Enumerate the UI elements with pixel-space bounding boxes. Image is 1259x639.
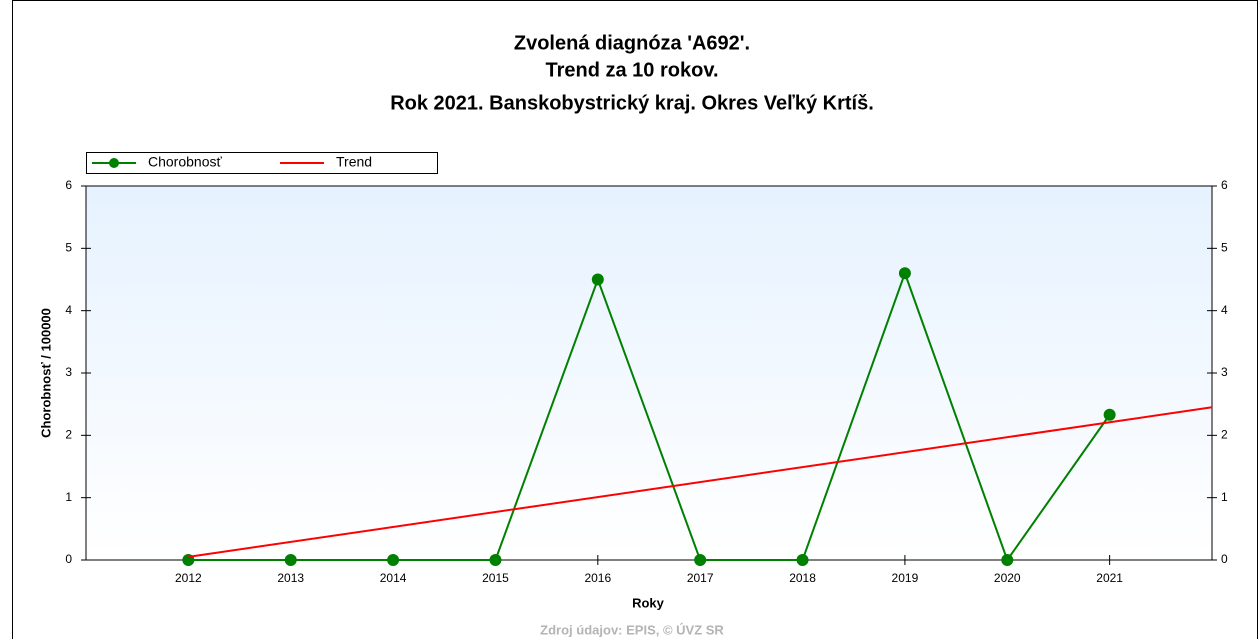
y2-tick-label: 6 <box>1221 178 1228 192</box>
x-tick-label: 2021 <box>1096 571 1123 585</box>
x-tick-label: 2018 <box>789 571 816 585</box>
data-point <box>387 554 400 566</box>
y-tick-label: 0 <box>65 552 72 566</box>
y2-tick-label: 2 <box>1221 428 1228 442</box>
x-tick-label: 2014 <box>380 571 407 585</box>
y2-tick-label: 5 <box>1221 241 1228 255</box>
series-line <box>188 406 1213 558</box>
data-point <box>1103 408 1116 421</box>
x-tick-label: 2017 <box>687 571 714 585</box>
x-tick-label: 2015 <box>482 571 509 585</box>
x-tick-label: 2016 <box>584 571 611 585</box>
data-point <box>796 554 809 566</box>
x-tick-label: 2012 <box>175 571 202 585</box>
legend-marker <box>109 158 119 168</box>
y-tick-label: 3 <box>65 365 72 379</box>
y-tick-label: 1 <box>65 490 72 504</box>
y-tick-label: 2 <box>65 428 72 442</box>
x-tick-label: 2020 <box>994 571 1021 585</box>
series-line <box>188 270 1111 563</box>
y2-tick-label: 1 <box>1221 490 1228 504</box>
chart-title: Zvolená diagnóza 'A692'. <box>514 32 750 54</box>
y-tick-label: 4 <box>65 303 72 317</box>
source: Zdroj údajov: EPIS, © ÚVZ SR <box>540 622 724 637</box>
chart-title: Trend za 10 rokov. <box>545 59 718 81</box>
plot-area <box>85 185 1213 561</box>
legend-label: Chorobnosť <box>148 154 222 170</box>
y-tick-label: 6 <box>65 178 72 192</box>
x-axis-title: Roky <box>632 595 665 610</box>
y-axis-title: Chorobnosť / 100000 <box>38 308 53 438</box>
data-point <box>1001 554 1014 566</box>
data-point <box>591 273 604 286</box>
y-tick-label: 5 <box>65 241 72 255</box>
x-tick-label: 2013 <box>277 571 304 585</box>
data-point <box>284 554 297 566</box>
y2-tick-label: 4 <box>1221 303 1228 317</box>
data-point <box>489 554 502 566</box>
data-point <box>694 554 707 566</box>
y2-tick-label: 0 <box>1221 552 1228 566</box>
x-tick-label: 2019 <box>892 571 919 585</box>
chart-title: Rok 2021. Banskobystrický kraj. Okres Ve… <box>390 92 874 114</box>
legend <box>86 152 438 174</box>
y2-tick-label: 3 <box>1221 365 1228 379</box>
legend-label: Trend <box>336 154 372 170</box>
data-point <box>898 267 911 280</box>
